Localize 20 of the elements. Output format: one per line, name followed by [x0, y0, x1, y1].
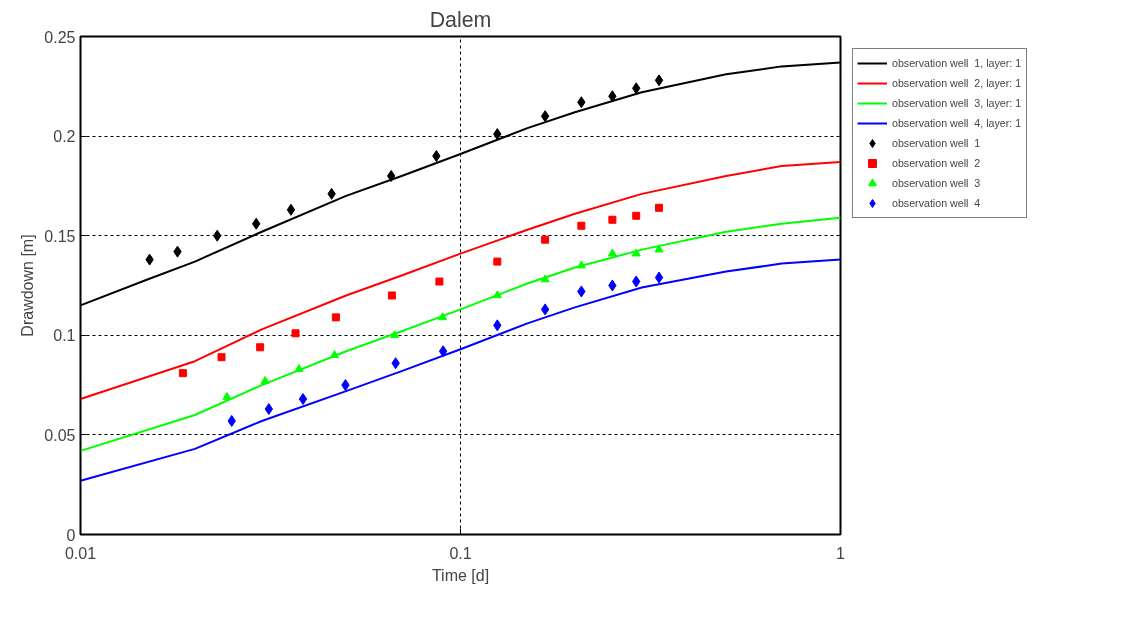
y-axis-title: Drawdown [m]	[19, 234, 37, 337]
x-axis-title: Time [d]	[431, 566, 490, 584]
legend-label: observation well 1	[892, 136, 982, 150]
x-tick-label: 0.1	[449, 544, 472, 562]
x-tick-label: 0.01	[64, 544, 97, 562]
legend-label: observation well 2, layer: 1	[892, 76, 1022, 90]
y-tick-label: 0	[66, 526, 76, 544]
y-tick-label: 0.25	[44, 28, 76, 46]
y-tick-label: 0.1	[53, 327, 76, 345]
legend-label: observation well 4, layer: 1	[892, 116, 1022, 130]
legend-label: observation well 1, layer: 1	[892, 56, 1022, 70]
y-tick-label: 0.05	[44, 426, 76, 444]
x-tick-label: 1	[836, 544, 846, 562]
legend-label: observation well 4	[892, 196, 982, 210]
y-tick-label: 0.15	[44, 227, 76, 245]
legend-label: observation well 3	[892, 176, 982, 190]
legend-label: observation well 2	[892, 156, 982, 170]
chart-title: Dalem	[429, 7, 492, 32]
legend-label: observation well 3, layer: 1	[892, 96, 1022, 110]
y-tick-label: 0.2	[53, 128, 76, 146]
